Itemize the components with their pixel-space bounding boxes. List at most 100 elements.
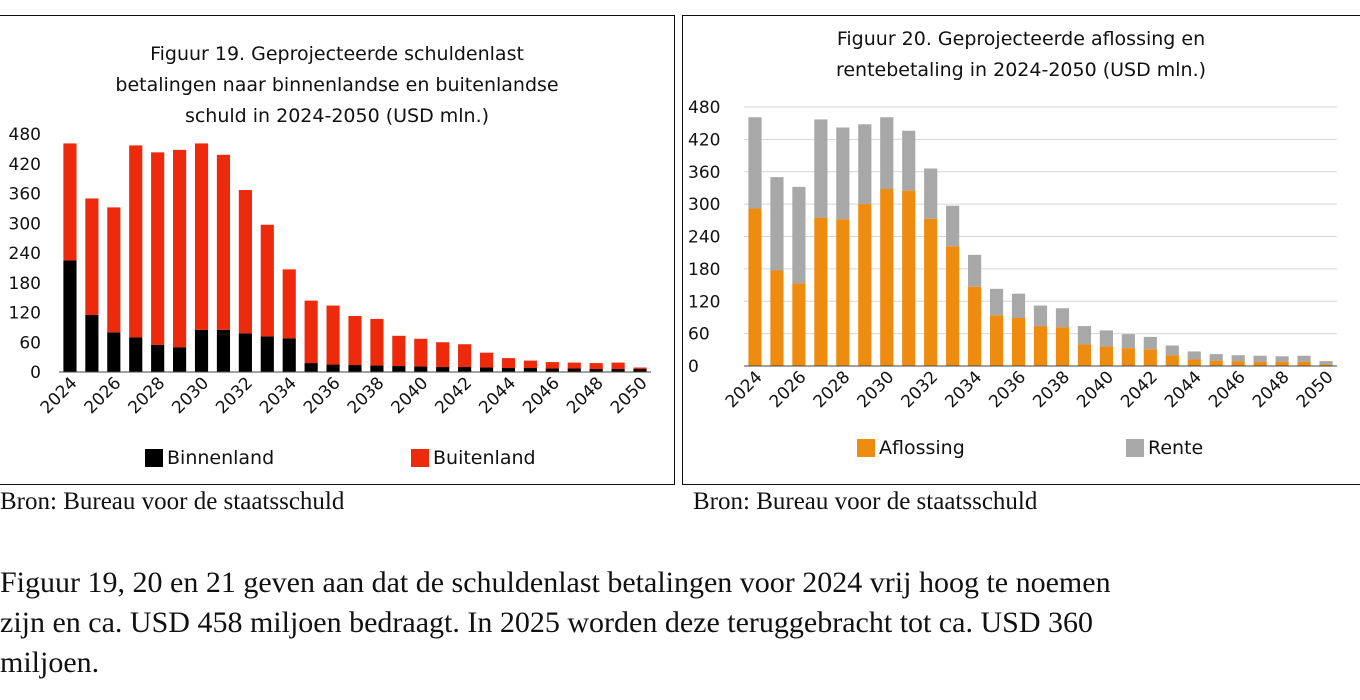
bar-rente-2047: [1253, 355, 1267, 362]
y-tick-label: 240: [9, 244, 41, 264]
y-tick-label: 240: [688, 228, 720, 248]
bar-rente-2043: [1165, 345, 1179, 356]
x-tick-label: 2048: [1249, 367, 1294, 412]
bar-buitenland-2042: [458, 344, 472, 368]
chart-panel-figuur-20: Figuur 20. Geprojecteerde aflossing en re…: [682, 15, 1360, 485]
bar-rente-2030: [880, 117, 894, 190]
bar-binnenland-2038: [370, 365, 384, 372]
bar-binnenland-2035: [304, 363, 318, 372]
bar-buitenland-2032: [238, 190, 252, 334]
bar-binnenland-2032: [238, 333, 252, 372]
y-tick-label: 120: [688, 292, 720, 312]
bar-binnenland-2028: [151, 344, 165, 372]
x-tick-label: 2030: [854, 367, 899, 412]
bar-rente-2024: [748, 117, 762, 209]
bar-buitenland-2029: [173, 149, 187, 348]
x-tick-label: 2026: [81, 373, 126, 418]
chart-figuur-20: Figuur 20. Geprojecteerde aflossing en re…: [688, 28, 1338, 459]
y-tick-label: 360: [688, 163, 720, 183]
bar-buitenland-2027: [129, 145, 143, 338]
chart-title-line: Figuur 19. Geprojecteerde schuldenlast: [150, 43, 524, 65]
x-tick-label: 2028: [810, 367, 855, 412]
bar-aflossing-2027: [814, 217, 828, 366]
bar-aflossing-2045: [1209, 360, 1223, 366]
x-tick-label: 2034: [256, 373, 301, 418]
bar-buitenland-2040: [414, 338, 428, 367]
bar-binnenland-2042: [458, 367, 472, 372]
bar-buitenland-2045: [523, 360, 537, 369]
bar-aflossing-2042: [1143, 349, 1157, 366]
x-tick-label: 2044: [1161, 367, 1206, 412]
bar-binnenland-2044: [501, 368, 516, 372]
bar-buitenland-2035: [304, 300, 318, 364]
bar-buitenland-2044: [501, 358, 516, 369]
bar-aflossing-2044: [1187, 359, 1201, 366]
bar-buitenland-2041: [436, 342, 450, 368]
bar-binnenland-2049: [611, 369, 625, 372]
bar-rente-2037: [1033, 305, 1048, 327]
bar-buitenland-2034: [282, 269, 296, 339]
bar-aflossing-2030: [880, 189, 894, 366]
y-tick-label: 180: [688, 260, 720, 280]
body-paragraph: Figuur 19, 20 en 21 geven aan dat de sch…: [0, 563, 1360, 683]
bar-buitenland-2026: [107, 207, 121, 333]
bar-binnenland-2036: [326, 364, 340, 372]
legend-label-buitenland: Buitenland: [433, 447, 536, 469]
bar-aflossing-2050: [1319, 364, 1333, 366]
x-tick-label: 2032: [897, 367, 942, 412]
bar-rente-2028: [836, 127, 850, 220]
paragraph-line-2: zijn en ca. USD 458 miljoen bedraagt. In…: [0, 606, 1094, 639]
bar-buitenland-2050: [633, 367, 647, 370]
bar-buitenland-2037: [348, 315, 362, 366]
bar-binnenland-2039: [392, 366, 406, 372]
paragraph-line-3: miljoen.: [0, 646, 100, 679]
x-tick-label: 2028: [124, 373, 169, 418]
chart-title-line: betalingen naar binnenlandse en buitenla…: [115, 74, 558, 96]
bar-rente-2042: [1143, 336, 1157, 350]
bar-aflossing-2043: [1165, 355, 1179, 366]
bar-aflossing-2040: [1099, 346, 1113, 366]
x-tick-label: 2030: [168, 373, 213, 418]
bar-aflossing-2035: [989, 315, 1004, 366]
bar-aflossing-2037: [1033, 326, 1048, 366]
source-note-figuur-20: Bron: Bureau voor de staatsschuld: [693, 488, 1038, 515]
y-tick-label: 300: [9, 214, 41, 234]
x-tick-label: 2046: [1205, 367, 1250, 412]
bar-buitenland-2048: [589, 363, 603, 370]
bar-buitenland-2030: [194, 143, 209, 330]
x-tick-label: 2038: [1029, 367, 1074, 412]
bar-aflossing-2048: [1275, 361, 1289, 366]
bar-binnenland-2027: [129, 337, 143, 372]
y-tick-label: 0: [30, 363, 41, 383]
bar-aflossing-2049: [1297, 361, 1311, 366]
bar-binnenland-2031: [216, 329, 231, 372]
bar-binnenland-2026: [107, 332, 121, 372]
bar-aflossing-2031: [902, 190, 916, 366]
bar-buitenland-2028: [151, 152, 165, 345]
bar-aflossing-2034: [968, 286, 982, 366]
bar-binnenland-2046: [545, 368, 559, 372]
bar-binnenland-2030: [194, 329, 209, 372]
bar-rente-2033: [946, 205, 960, 247]
bar-buitenland-2024: [63, 143, 77, 261]
legend-label-binnenland: Binnenland: [167, 447, 274, 469]
bar-rente-2038: [1055, 308, 1070, 328]
y-tick-label: 180: [9, 274, 41, 294]
legend-swatch-aflossing: [857, 439, 875, 457]
bar-binnenland-2025: [85, 314, 99, 372]
bar-buitenland-2047: [567, 362, 581, 369]
x-tick-label: 2040: [388, 373, 433, 418]
y-tick-label: 60: [688, 325, 710, 345]
x-tick-label: 2050: [607, 373, 652, 418]
x-tick-label: 2024: [37, 373, 82, 418]
bar-binnenland-2041: [436, 367, 450, 372]
bar-rente-2044: [1187, 351, 1201, 360]
bar-binnenland-2034: [282, 338, 296, 372]
legend-label-rente: Rente: [1148, 437, 1203, 459]
bar-aflossing-2032: [924, 218, 938, 366]
x-tick-label: 2040: [1073, 367, 1118, 412]
bar-binnenland-2029: [173, 347, 187, 372]
bar-rente-2035: [989, 288, 1004, 316]
legend-label-aflossing: Aflossing: [879, 437, 965, 459]
x-tick-label: 2042: [431, 373, 476, 418]
